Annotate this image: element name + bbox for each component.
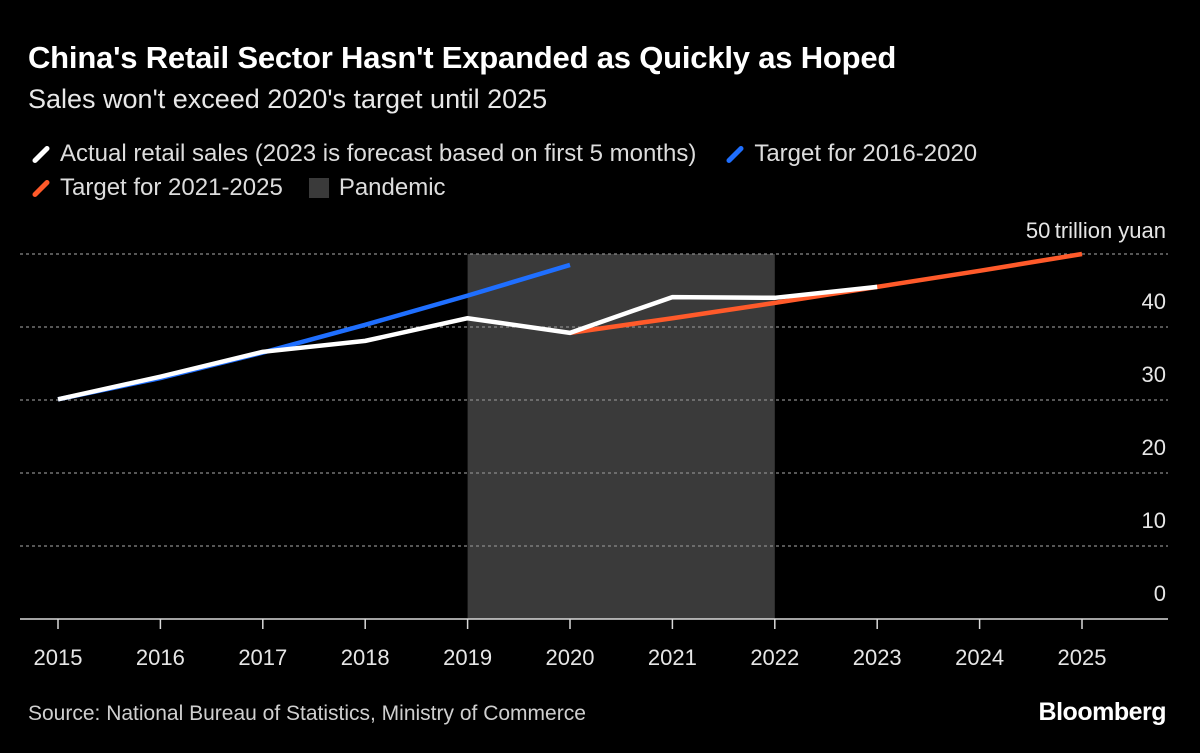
- chart-title: China's Retail Sector Hasn't Expanded as…: [28, 40, 897, 75]
- legend-label-actual: Actual retail sales (2023 is forecast ba…: [60, 140, 697, 167]
- x-tick-label-2021: 2021: [648, 645, 697, 670]
- y-tick-label-20: 20: [1142, 435, 1166, 460]
- legend-label-target-2021-2025: Target for 2021-2025: [60, 174, 283, 201]
- x-tick-label-2018: 2018: [341, 645, 390, 670]
- bloomberg-logo: Bloomberg: [1038, 698, 1167, 726]
- legend-swatch-pandemic: [308, 178, 329, 198]
- legend-item-target-2021-2025: Target for 2021-2025: [28, 174, 283, 202]
- y-tick-label-40: 40: [1142, 289, 1166, 314]
- legend-item-pandemic: Pandemic: [308, 174, 446, 202]
- y-tick-label-30: 30: [1142, 362, 1166, 387]
- x-tick-label-2020: 2020: [546, 645, 595, 670]
- x-tick-label-2015: 2015: [34, 645, 83, 670]
- series-actual-line: [57, 284, 878, 402]
- legend-item-actual: Actual retail sales (2023 is forecast ba…: [28, 140, 696, 168]
- x-tick-label-2023: 2023: [853, 645, 902, 670]
- legend-label-target-2016-2020: Target for 2016-2020: [754, 140, 978, 167]
- legend-row-2: Target for 2021-2025 Pandemic: [28, 174, 472, 202]
- x-tick-label-2016: 2016: [136, 645, 185, 670]
- series-target-2021-2025-line: [569, 251, 1083, 336]
- x-tick-label-2017: 2017: [238, 645, 287, 670]
- x-tick-label-2025: 2025: [1058, 645, 1107, 670]
- y-tick-label-50: 50 trillion yuan: [1026, 218, 1166, 243]
- y-tick-label-0: 0: [1154, 581, 1166, 606]
- x-tick-label-2019: 2019: [443, 645, 492, 670]
- legend-label-pandemic: Pandemic: [338, 174, 446, 201]
- x-tick-label-2022: 2022: [750, 645, 799, 670]
- chart-subtitle: Sales won't exceed 2020's target until 2…: [28, 84, 548, 114]
- y-tick-label-10: 10: [1142, 508, 1166, 533]
- x-tick-label-2024: 2024: [955, 645, 1004, 670]
- source-note: Source: National Bureau of Statistics, M…: [28, 702, 586, 725]
- legend-row-1: Actual retail sales (2023 is forecast ba…: [28, 140, 1003, 168]
- legend-item-target-2016-2020: Target for 2016-2020: [722, 140, 977, 168]
